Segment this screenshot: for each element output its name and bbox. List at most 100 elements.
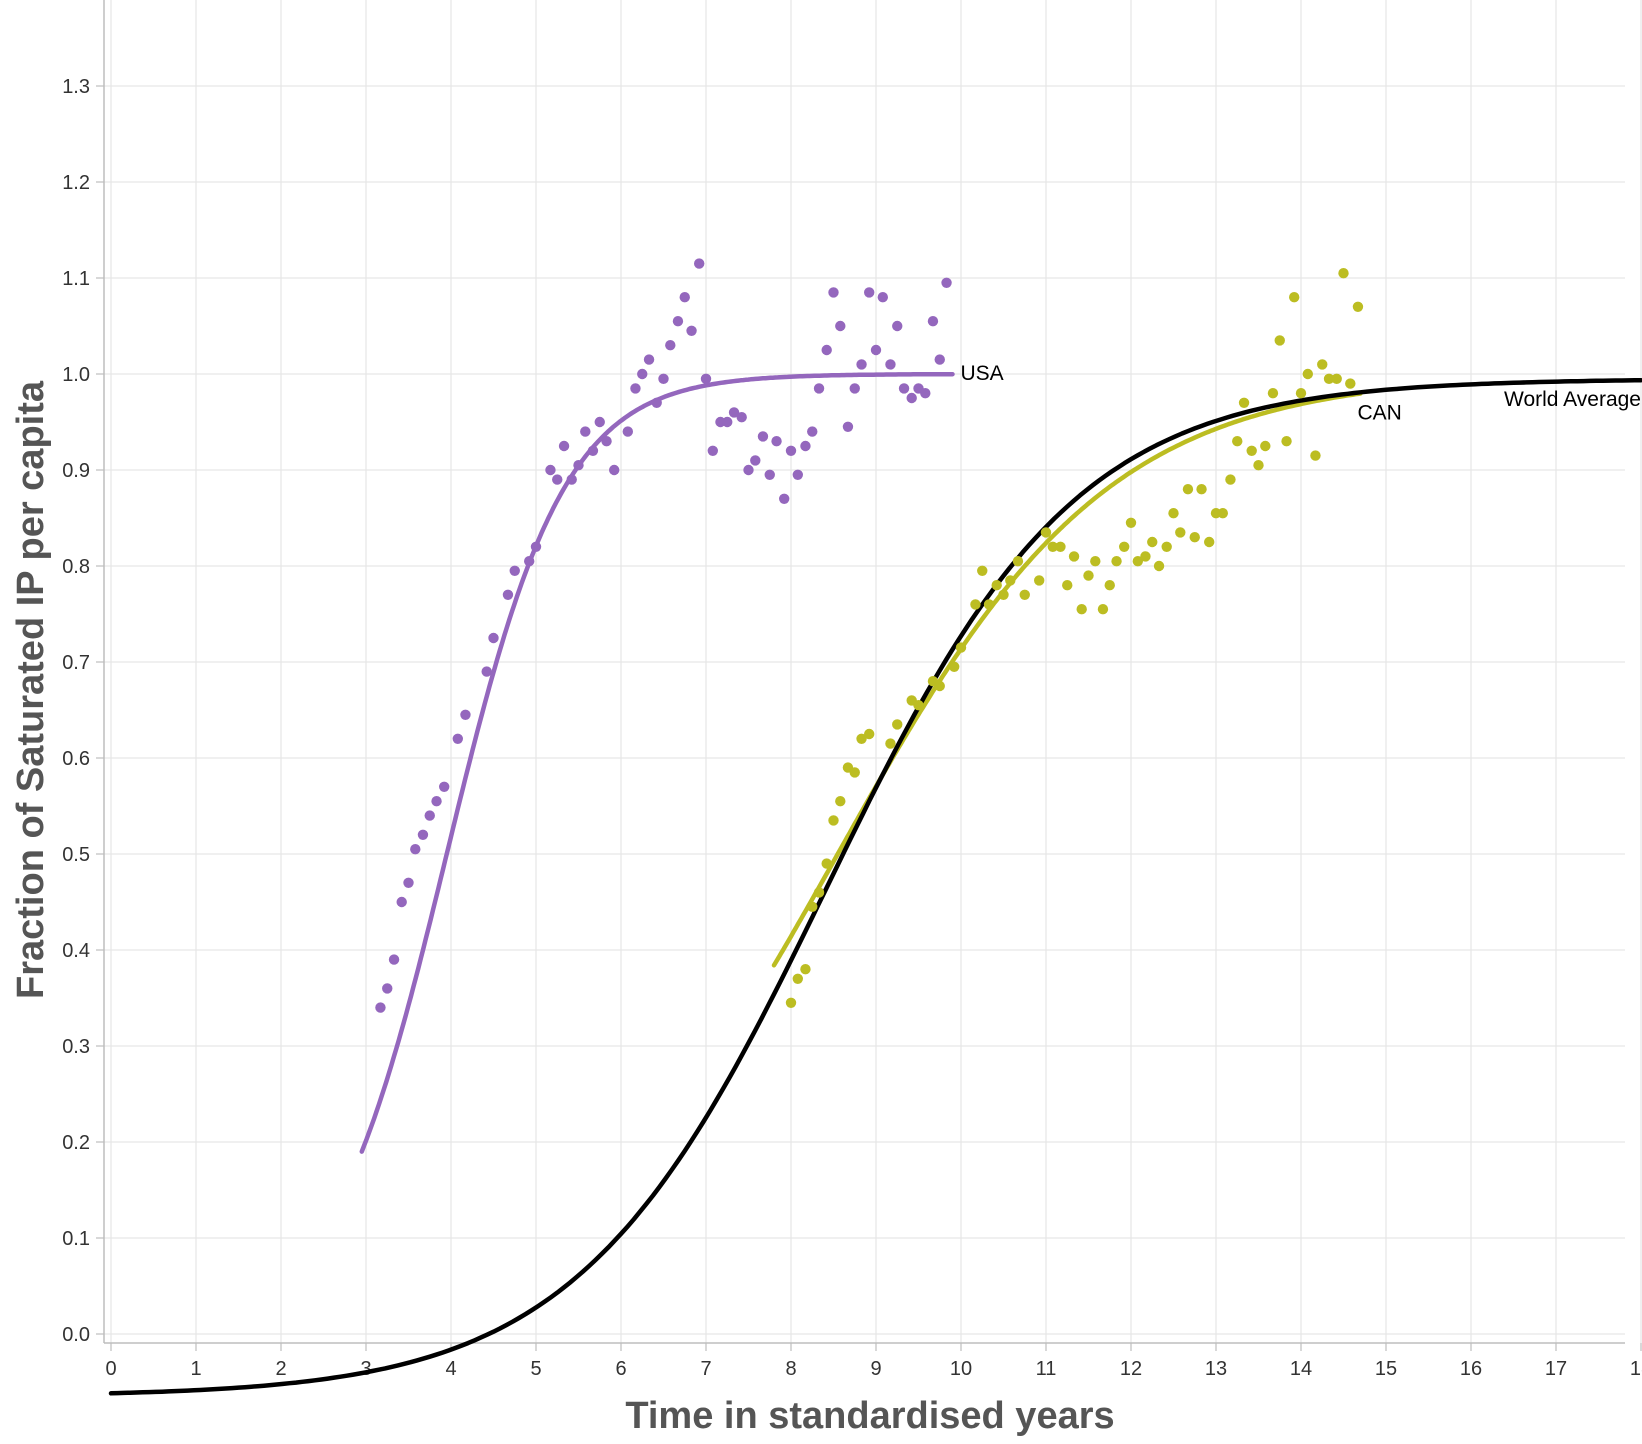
- x-tick-label: 7: [700, 1358, 711, 1380]
- usa-data-point: [800, 440, 811, 452]
- can-data-point: [1111, 556, 1122, 567]
- can-data-point: [1217, 508, 1229, 519]
- usa-data-point: [700, 373, 712, 384]
- y-tick-label: 0.6: [62, 748, 90, 770]
- usa-data-point: [856, 359, 867, 370]
- scatter-points: [375, 258, 1364, 1013]
- usa-data-point: [821, 344, 832, 356]
- x-tick-label: 1: [190, 1358, 201, 1380]
- can-data-point: [1281, 436, 1292, 447]
- can-data-point: [1161, 541, 1172, 552]
- usa-data-point: [920, 388, 931, 399]
- usa-data-point: [941, 277, 952, 288]
- can-data-point: [913, 700, 924, 711]
- x-tick-label: 5: [530, 1358, 541, 1380]
- can-data-point: [1019, 589, 1030, 600]
- can-data-point: [977, 565, 988, 576]
- usa-data-point: [792, 469, 803, 480]
- usa-data-point: [417, 829, 429, 840]
- usa-data-point: [870, 344, 882, 356]
- y-tick-label: 1.1: [62, 268, 90, 290]
- can-data-point: [1189, 532, 1200, 543]
- can-data-point: [821, 858, 832, 869]
- can-data-point: [1310, 450, 1321, 461]
- can-data-point: [849, 767, 860, 778]
- usa-data-point: [552, 474, 563, 485]
- usa-data-point: [651, 397, 662, 408]
- usa-data-point: [785, 445, 797, 456]
- usa-data-point: [594, 416, 605, 428]
- grid-lines: [104, 0, 1642, 1343]
- x-tick-label: 13: [1205, 1358, 1227, 1380]
- usa-data-point: [481, 666, 492, 677]
- can-data-point: [1267, 388, 1279, 399]
- usa-data-point: [622, 426, 633, 437]
- can-data-point: [1076, 604, 1087, 615]
- usa-data-point: [382, 983, 393, 994]
- can-data-point: [1132, 556, 1144, 567]
- usa-data-point: [672, 316, 684, 327]
- can-data-point: [1196, 484, 1207, 495]
- can-data-point: [1317, 359, 1328, 370]
- usa-data-point: [396, 896, 407, 908]
- can-data-point: [1083, 570, 1094, 581]
- y-tick-label: 1.3: [62, 76, 90, 98]
- usa-data-point: [728, 407, 740, 418]
- x-tick-label: 12: [1120, 1358, 1142, 1380]
- usa-data-point: [665, 340, 676, 351]
- usa-data-point: [736, 412, 747, 423]
- usa-data-point: [488, 632, 499, 644]
- usa-data-point: [722, 416, 733, 428]
- can-data-point: [792, 973, 803, 984]
- can-data-point: [1040, 527, 1052, 538]
- can-data-point: [1204, 536, 1215, 548]
- can-data-point: [1238, 397, 1250, 408]
- x-tick-label: 8: [785, 1358, 796, 1380]
- y-tick-label: 0.3: [62, 1036, 90, 1058]
- x-tick-label: 15: [1375, 1358, 1397, 1380]
- x-tick-label: 18: [1630, 1358, 1642, 1380]
- can-data-point: [1140, 551, 1151, 562]
- can-data-point: [955, 642, 967, 653]
- usa-data-point: [502, 589, 514, 600]
- can-data-point: [970, 599, 981, 610]
- can-data-point: [1253, 460, 1264, 471]
- can-data-point: [800, 964, 811, 975]
- x-tick-label: 11: [1036, 1358, 1057, 1380]
- usa-data-point: [637, 368, 648, 380]
- can-data-point: [1225, 474, 1236, 485]
- usa-data-point: [573, 460, 584, 471]
- usa-data-point: [431, 796, 442, 807]
- can-data-point: [1005, 575, 1016, 586]
- usa-data-point: [934, 354, 945, 365]
- y-tick-label: 1.0: [62, 364, 90, 386]
- usa-data-point: [694, 258, 705, 269]
- world-average-fit-line: [108, 377, 1642, 1396]
- usa-data-point: [460, 709, 471, 720]
- can-data-point: [1295, 388, 1307, 399]
- usa-data-point: [743, 464, 754, 476]
- can-data-point: [1153, 560, 1165, 572]
- can-data-point: [983, 599, 995, 610]
- can-data-point: [813, 887, 825, 898]
- x-tick-label: 14: [1290, 1358, 1312, 1380]
- can-data-point: [1302, 368, 1314, 380]
- can-data-point: [1246, 445, 1257, 456]
- can-data-point: [1289, 292, 1300, 303]
- x-tick-label: 3: [360, 1358, 371, 1380]
- can-data-point: [1119, 541, 1130, 552]
- can-data-point: [1345, 378, 1356, 389]
- usa-data-point: [439, 781, 450, 792]
- y-tick-label: 0.7: [62, 652, 90, 674]
- can-data-point: [1331, 373, 1342, 384]
- usa-data-point: [375, 1002, 386, 1013]
- can-data-point: [1090, 556, 1101, 567]
- can-data-point: [1055, 541, 1066, 552]
- can-data-point: [1147, 536, 1158, 548]
- can-data-point: [864, 728, 875, 740]
- x-tick-label: 6: [615, 1358, 626, 1380]
- y-tick-label: 0.1: [62, 1228, 90, 1250]
- usa-series-label: USA: [961, 362, 1004, 385]
- usa-data-point: [403, 877, 414, 888]
